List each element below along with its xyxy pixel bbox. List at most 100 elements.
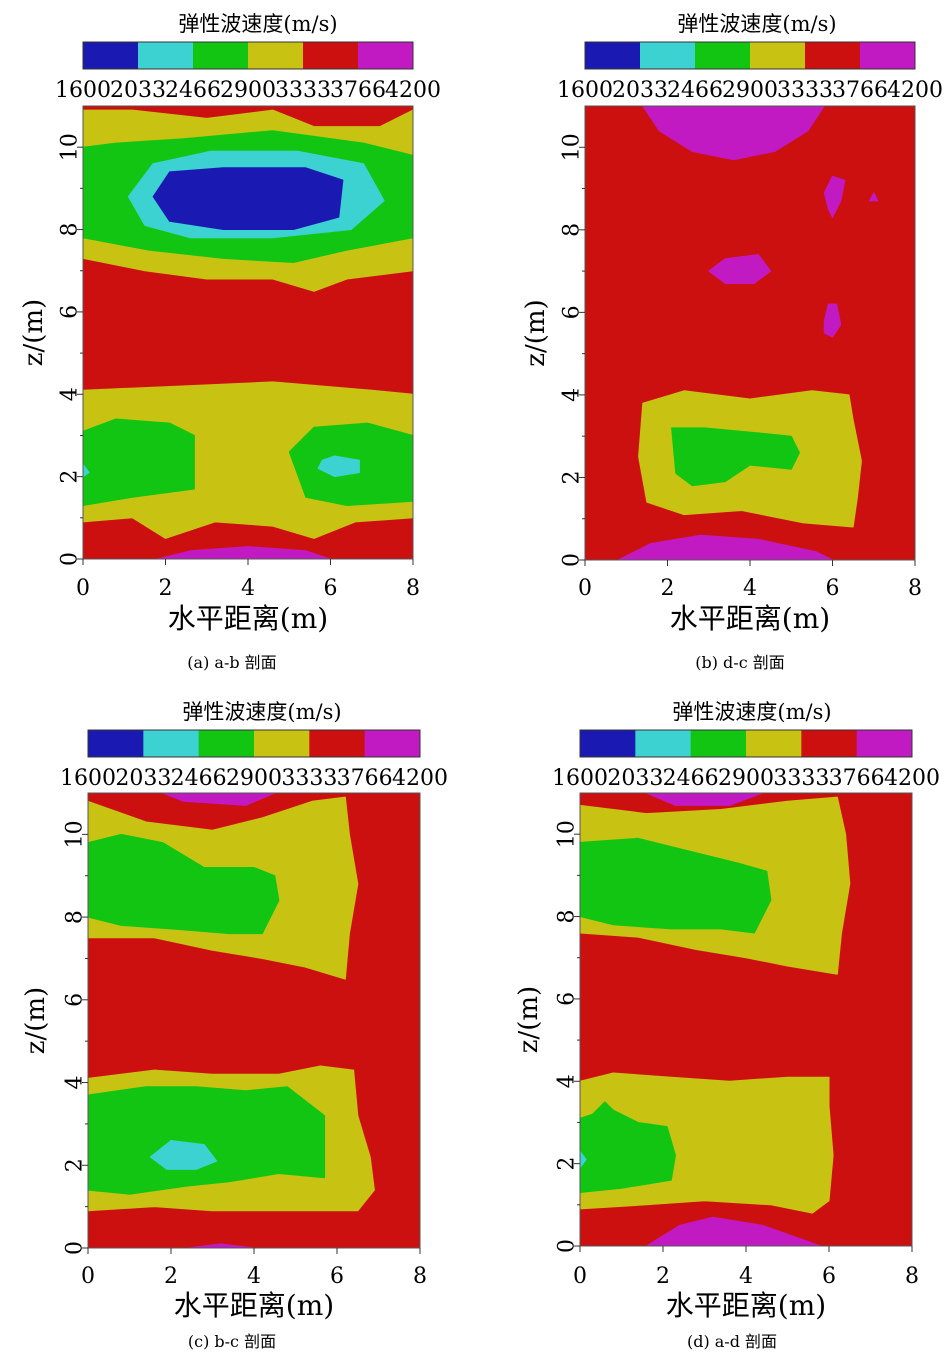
x-tick-label: 4 (241, 576, 255, 601)
velocity-region (149, 1140, 218, 1170)
panel-caption: (b) d-c 剖面 (695, 653, 785, 672)
colorbar-tick-label: 2466 (171, 766, 227, 791)
colorbar-band (695, 42, 751, 69)
x-tick-label: 6 (324, 576, 338, 601)
velocity-region (617, 534, 833, 560)
y-axis-label: z/(m) (19, 299, 49, 366)
y-tick-label: 2 (560, 470, 585, 484)
colorbar-tick-label: 3766 (832, 78, 888, 103)
y-tick-label: 0 (555, 1239, 580, 1253)
colorbar-band (303, 42, 359, 69)
colorbar-title: 弹性波速度(m/s) (677, 12, 836, 36)
colorbar-frame (82, 41, 414, 70)
velocity-region (645, 793, 764, 806)
velocity-region (152, 167, 344, 230)
y-tick-label: 10 (560, 133, 585, 161)
colorbar-tick-label: 1600 (55, 78, 111, 103)
colorbar-band (143, 730, 200, 757)
velocity-region (708, 254, 772, 284)
velocity-region (823, 303, 842, 338)
colorbar-tick-label: 1600 (557, 78, 613, 103)
x-axis-label: 水平距离(m) (174, 1289, 334, 1322)
colorbar-tick-label: 4200 (392, 766, 448, 791)
velocity-region (162, 793, 276, 806)
y-tick-label: 8 (58, 223, 83, 237)
y-axis-label: z/(m) (21, 987, 51, 1054)
y-tick-label: 6 (560, 305, 585, 319)
colorbar-band (580, 730, 636, 757)
velocity-region (823, 175, 846, 218)
colorbar-band (805, 42, 861, 69)
y-tick-label: 2 (555, 1157, 580, 1171)
colorbar-frame (584, 41, 916, 70)
colorbar-band (746, 730, 802, 757)
x-tick-label: 2 (661, 576, 675, 601)
y-tick-label: 4 (560, 388, 585, 402)
x-tick-label: 4 (739, 1264, 753, 1289)
colorbar-title: 弹性波速度(m/s) (178, 12, 337, 36)
colorbar-band (254, 730, 310, 757)
x-tick-label: 2 (656, 1264, 670, 1289)
x-tick-label: 8 (905, 1264, 919, 1289)
colorbar-band (640, 42, 696, 69)
colorbar-tick-label: 1600 (60, 766, 116, 791)
heatmap-plot-area (83, 106, 413, 559)
x-axis-label: 水平距离(m) (666, 1289, 826, 1322)
x-tick-label: 8 (908, 576, 922, 601)
x-tick-label: 2 (164, 1264, 178, 1289)
colorbar-tick-label: 1600 (552, 766, 608, 791)
y-tick-label: 10 (58, 133, 83, 161)
colorbar-tick-label: 2900 (220, 78, 276, 103)
colorbar-tick-label: 3766 (829, 766, 885, 791)
colorbar-band (83, 42, 139, 69)
velocity-region (83, 418, 195, 506)
x-tick-label: 4 (247, 1264, 261, 1289)
colorbar-frame (87, 729, 421, 758)
x-tick-label: 6 (822, 1264, 836, 1289)
colorbar-tick-label: 4200 (887, 78, 943, 103)
x-axis-label: 水平距离(m) (168, 602, 328, 635)
colorbar-title: 弹性波速度(m/s) (182, 700, 341, 724)
colorbar-tick-label: 4200 (884, 766, 940, 791)
x-tick-label: 8 (413, 1264, 427, 1289)
y-tick-label: 0 (58, 552, 83, 566)
colorbar-tick-label: 2033 (607, 766, 663, 791)
y-tick-label: 6 (63, 993, 88, 1007)
x-tick-label: 8 (406, 576, 420, 601)
colorbar-title: 弹性波速度(m/s) (672, 700, 831, 724)
y-tick-label: 10 (63, 820, 88, 848)
heatmap-plot-area (585, 106, 915, 560)
y-tick-label: 6 (58, 305, 83, 319)
y-axis-label: z/(m) (514, 986, 544, 1053)
colorbar-band (690, 730, 747, 757)
colorbar-band (635, 730, 692, 757)
panel-caption: (c) b-c 剖面 (188, 1332, 276, 1351)
colorbar-tick-label: 2033 (115, 766, 171, 791)
y-tick-label: 4 (63, 1076, 88, 1090)
velocity-region (580, 1150, 587, 1169)
velocity-region (88, 1086, 326, 1195)
heatmap-plot-area (88, 793, 420, 1248)
x-axis-label: 水平距离(m) (670, 602, 830, 635)
y-tick-label: 2 (58, 470, 83, 484)
colorbar-tick-label: 4200 (385, 78, 441, 103)
velocity-region (88, 833, 280, 935)
velocity-region (83, 463, 90, 478)
colorbar-tick-label: 3766 (337, 766, 393, 791)
velocity-region (671, 427, 800, 487)
velocity-region (187, 1243, 255, 1248)
x-tick-label: 6 (330, 1264, 344, 1289)
y-tick-label: 10 (555, 820, 580, 848)
colorbar-band (585, 42, 641, 69)
colorbar-tick-label: 2033 (110, 78, 166, 103)
y-tick-label: 8 (555, 910, 580, 924)
colorbar-tick-label: 2900 (722, 78, 778, 103)
colorbar-tick-label: 3333 (275, 78, 331, 103)
y-tick-label: 6 (555, 992, 580, 1006)
y-tick-label: 4 (555, 1074, 580, 1088)
colorbar-band (193, 42, 249, 69)
y-tick-label: 8 (560, 223, 585, 237)
colorbar-tick-label: 2466 (165, 78, 221, 103)
